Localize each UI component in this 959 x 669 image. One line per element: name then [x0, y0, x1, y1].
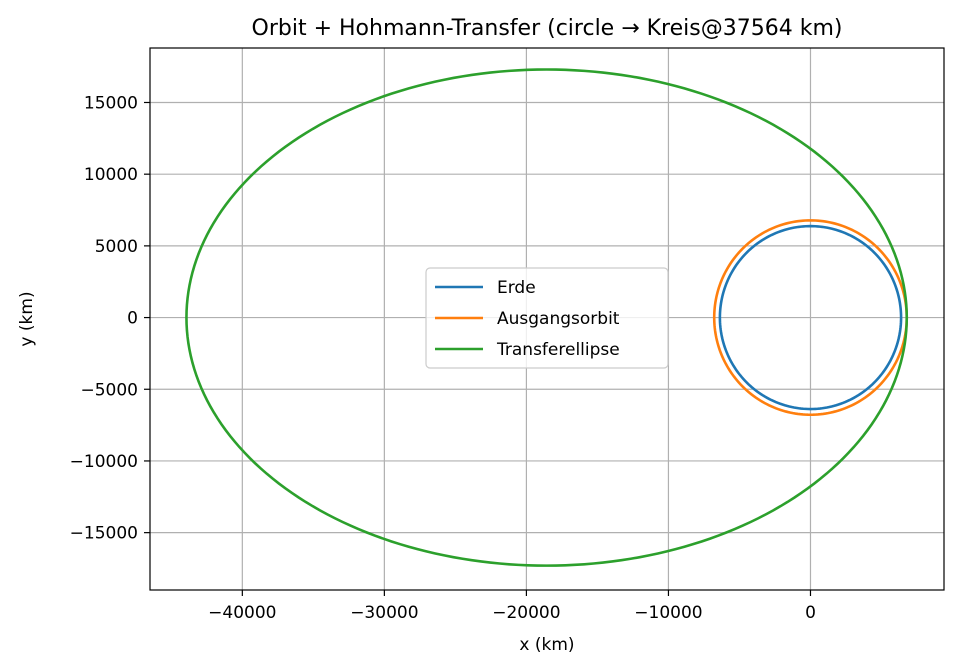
y-axis-label: y (km): [17, 291, 37, 346]
series-group: [185, 68, 909, 567]
y-tick-label: 10000: [84, 165, 138, 185]
legend-entry-label: Ausgangsorbit: [497, 309, 620, 329]
legend-entry-label: Transferellipse: [496, 340, 620, 360]
series-line-ausgangsorbit: [712, 219, 909, 417]
y-tick-label: 0: [127, 309, 138, 329]
x-tick-label: −40000: [208, 603, 276, 623]
chart-title: Orbit + Hohmann-Transfer (circle → Kreis…: [252, 16, 843, 41]
y-tick-label: −5000: [80, 380, 138, 400]
y-tick-label: 15000: [84, 93, 138, 113]
y-tick-label: 5000: [95, 237, 138, 257]
x-tick-label: 0: [805, 603, 816, 623]
y-axis-ticks: −15000 −10000 −5000 0 5000 10000 15000: [70, 93, 150, 544]
x-tick-label: −10000: [634, 603, 702, 623]
plot-frame: [149, 47, 945, 591]
y-tick-label: −10000: [70, 452, 138, 472]
series-line-erde: [718, 224, 903, 411]
x-axis-label: x (km): [519, 635, 574, 655]
legend-box: [425, 267, 669, 369]
x-tick-label: −20000: [492, 603, 560, 623]
legend: Erde Ausgangsorbit Transferellipse: [425, 267, 669, 369]
series-line-transferellipse: [185, 68, 909, 567]
x-axis-ticks: −40000 −30000 −20000 −10000 0: [208, 590, 816, 623]
y-tick-label: −15000: [70, 524, 138, 544]
x-tick-label: −30000: [350, 603, 418, 623]
legend-entry-label: Erde: [497, 278, 536, 298]
